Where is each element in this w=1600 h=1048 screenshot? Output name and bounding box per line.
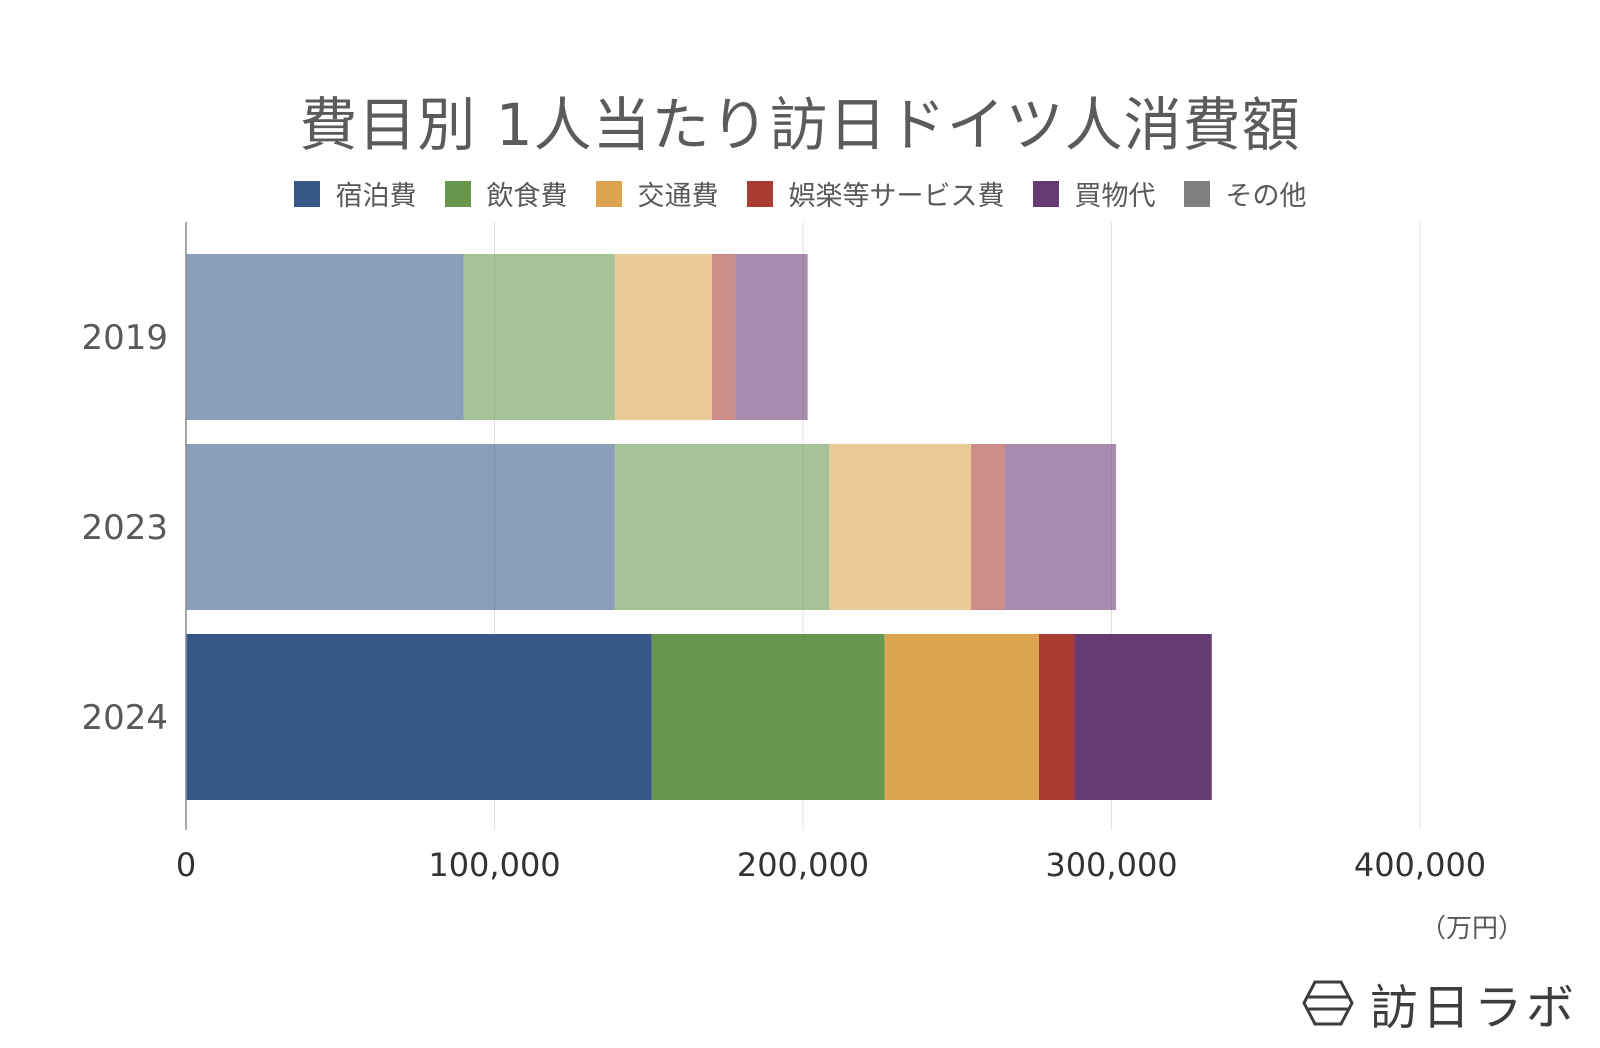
bar-segment [651,634,885,800]
legend-swatch [293,180,320,207]
brand-logo: 訪日ラボ [1302,968,1578,1038]
bar-segment [463,254,615,420]
legend-swatch [444,180,471,207]
chart-title: 費目別 1人当たり訪日ドイツ人消費額 [299,91,1301,159]
bar-segment [735,254,808,420]
axis-unit-label: （万円） [1420,914,1525,944]
brand-name: 訪日ラボ [1370,980,1579,1036]
hexagon-logo-icon [1302,980,1354,1026]
legend-label: 買物代 [1074,181,1156,212]
bar-segment [711,254,736,420]
category-label: 2023 [81,508,168,548]
legend-label: 交通費 [637,181,719,212]
bar-segment [186,254,464,420]
legend-label: 宿泊費 [335,181,417,212]
x-tick-label: 100,000 [428,846,560,884]
x-tick-label: 400,000 [1354,846,1486,884]
bar-segment [1074,634,1212,800]
bar-segment [614,444,830,610]
bar-segment [1005,444,1117,610]
legend-swatch [595,180,622,207]
category-label: 2024 [81,698,168,738]
x-tick-label: 0 [176,846,196,884]
legend-swatch [1032,180,1059,207]
legend-item: 娯楽等サービス費 [746,174,1005,213]
legend-label: 娯楽等サービス費 [788,181,1005,212]
x-tick-label: 200,000 [737,846,869,884]
bar-segment [1039,634,1075,800]
legend-item: 宿泊費 [293,174,417,213]
legend-item: 飲食費 [444,174,568,213]
chart-legend: 宿泊費 飲食費 交通費 娯楽等サービス費 買物代 その他 [0,174,1600,213]
legend-item: 買物代 [1032,174,1156,213]
legend-swatch [1183,180,1210,207]
legend-item: 交通費 [595,174,719,213]
category-label: 2019 [81,318,168,358]
bar-segment [186,444,615,610]
bar-segment [186,634,652,800]
x-tick-label: 300,000 [1045,846,1177,884]
legend-label: その他 [1225,181,1307,212]
bar-segment [971,444,1006,610]
legend-item: その他 [1183,174,1307,213]
legend-label: 飲食費 [486,181,568,212]
bar-segment [884,634,1040,800]
legend-swatch [746,180,773,207]
bar-segment [829,444,972,610]
bar-segment [614,254,712,420]
